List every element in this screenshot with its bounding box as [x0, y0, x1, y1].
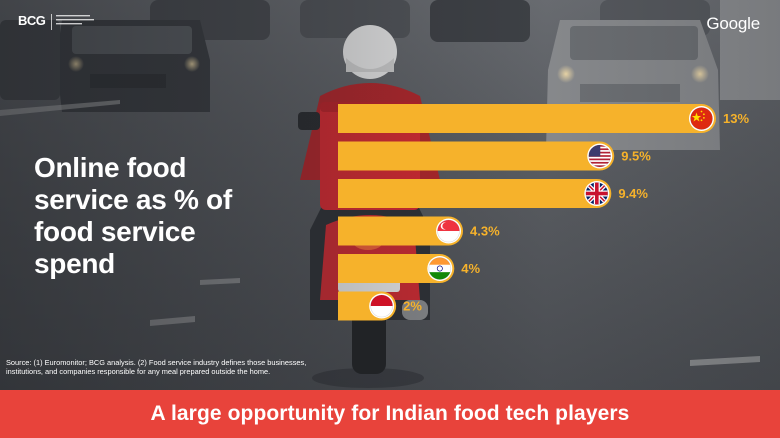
data-label: 2% — [403, 299, 422, 314]
india-flag-icon — [428, 257, 452, 280]
bcg-logo: BCG — [18, 14, 102, 30]
bcg-tagline-graphic — [56, 15, 95, 25]
bar-row: 13% — [338, 104, 749, 133]
bar — [338, 141, 615, 171]
bar-left-edge — [338, 254, 353, 283]
bar-row: 2% — [338, 291, 422, 321]
data-label: 4.3% — [470, 224, 500, 239]
bar — [338, 104, 716, 133]
bar — [338, 179, 612, 208]
chart-title: Online food service as % of food service… — [34, 152, 284, 280]
bar-left-edge — [338, 179, 353, 208]
bcg-logo-tagline — [51, 14, 102, 30]
data-label: 4% — [461, 261, 480, 276]
google-logo: Google — [706, 14, 760, 33]
data-label: 13% — [723, 111, 749, 126]
bar-row: 4% — [338, 254, 481, 283]
bar-left-edge — [338, 104, 353, 133]
bar-row: 9.5% — [338, 141, 651, 171]
bar — [338, 216, 464, 246]
bcg-logo-text: BCG — [18, 13, 46, 28]
title-line-4: spend — [34, 248, 115, 279]
indonesia-flag-icon — [370, 294, 393, 318]
china-flag-icon — [690, 107, 713, 130]
source-note: Source: (1) Euromonitor; BCG analysis. (… — [6, 358, 307, 376]
bar-row: 4.3% — [338, 216, 500, 246]
footer-text: A large opportunity for Indian food tech… — [150, 402, 630, 425]
bar-row: 9.4% — [338, 179, 648, 208]
bar-left-edge — [338, 291, 353, 321]
uk-flag-icon — [585, 182, 609, 205]
title-line-2: service as % of — [34, 184, 232, 215]
bar-chart: 13% 9.5% 9.4% 4.3% 4% 2% — [338, 104, 749, 321]
usa-flag-icon — [588, 144, 612, 168]
bar — [338, 254, 455, 283]
bar-left-edge — [338, 141, 353, 171]
title-line-1: Online food — [34, 152, 187, 183]
data-label: 9.4% — [618, 186, 648, 201]
footer-banner: A large opportunity for Indian food tech… — [0, 390, 780, 438]
bar-left-edge — [338, 216, 353, 246]
title-line-3: food service — [34, 216, 196, 247]
singapore-flag-icon — [437, 219, 460, 243]
data-label: 9.5% — [621, 149, 651, 164]
